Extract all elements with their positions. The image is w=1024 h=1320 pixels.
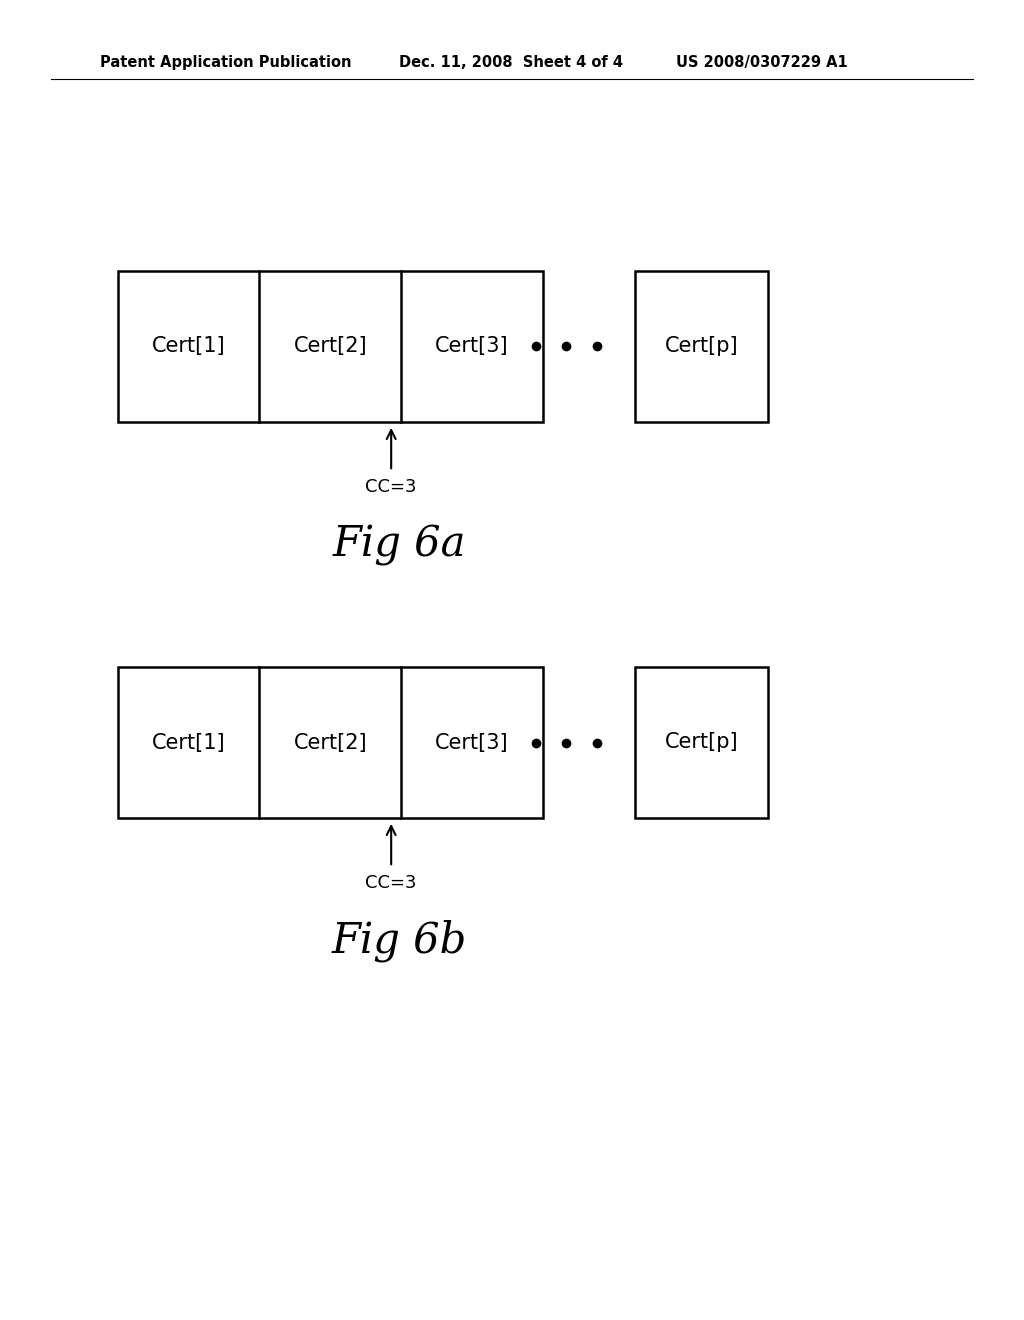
Bar xyxy=(635,667,768,818)
Text: CC=3: CC=3 xyxy=(366,874,417,892)
Text: Cert[1]: Cert[1] xyxy=(152,733,225,752)
Text: Fig 6b: Fig 6b xyxy=(332,920,467,962)
Text: Cert[p]: Cert[p] xyxy=(665,337,738,356)
Text: Cert[2]: Cert[2] xyxy=(294,733,367,752)
Text: Cert[1]: Cert[1] xyxy=(152,337,225,356)
Bar xyxy=(118,667,543,818)
Text: CC=3: CC=3 xyxy=(366,478,417,496)
Bar xyxy=(118,271,543,422)
Text: US 2008/0307229 A1: US 2008/0307229 A1 xyxy=(676,54,848,70)
Text: Cert[2]: Cert[2] xyxy=(294,337,367,356)
Text: Patent Application Publication: Patent Application Publication xyxy=(100,54,352,70)
Text: Cert[p]: Cert[p] xyxy=(665,733,738,752)
Text: Cert[3]: Cert[3] xyxy=(435,337,509,356)
Text: Cert[3]: Cert[3] xyxy=(435,733,509,752)
Text: Dec. 11, 2008  Sheet 4 of 4: Dec. 11, 2008 Sheet 4 of 4 xyxy=(399,54,624,70)
Bar xyxy=(635,271,768,422)
Text: Fig 6a: Fig 6a xyxy=(333,524,466,566)
